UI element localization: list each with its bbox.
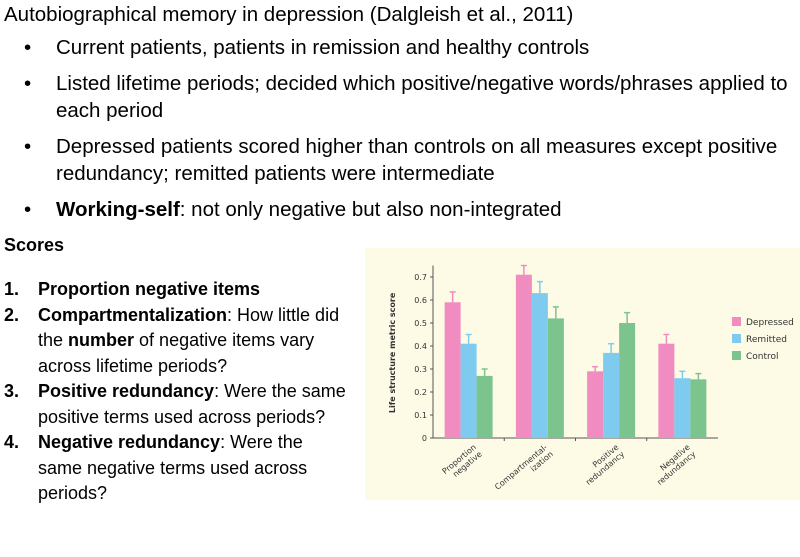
legend-label: Depressed	[746, 318, 794, 328]
item-number: 1.	[4, 279, 20, 299]
bullet-text: : not only negative but also non-integra…	[179, 198, 562, 221]
legend-label: Remitted	[746, 335, 787, 345]
bar-remitted	[531, 293, 548, 438]
y-tick-label: 0.1	[414, 411, 427, 420]
score-item: 2. Compartmentalization: How little did t…	[4, 303, 349, 380]
bar-depressed	[515, 274, 532, 438]
bar-depressed	[658, 343, 675, 438]
bullet-item: Current patients, patients in remission …	[22, 34, 797, 61]
y-tick-label: 0.6	[414, 296, 427, 305]
item-text: : Were the same negative terms used acro…	[38, 432, 308, 503]
bar-control	[547, 318, 564, 438]
item-number: 3.	[4, 381, 20, 401]
y-tick-label: 0.5	[414, 319, 427, 328]
y-axis-label: Life structure metric score	[388, 292, 397, 413]
item-bold: Negative redundancy	[38, 432, 221, 452]
item-text: of negative items vary across lifetime p…	[38, 330, 315, 376]
bullet-text: Listed lifetime periods; decided which p…	[56, 72, 788, 122]
item-bold: Compartmentalization	[38, 304, 228, 325]
legend-swatch	[732, 334, 741, 343]
bar-depressed	[444, 302, 461, 438]
bullet-text: Current patients, patients in remission …	[56, 36, 590, 59]
bar-control	[619, 323, 636, 438]
x-tick-label: Compartmental-ization	[493, 443, 555, 492]
bar-remitted	[460, 343, 477, 438]
legend-label: Control	[746, 352, 779, 362]
bullet-text: Depressed patients scored higher than co…	[56, 135, 778, 185]
item-text: : Were the same positive terms used acro…	[38, 381, 346, 427]
bar-remitted	[603, 352, 620, 438]
bar-control	[690, 379, 707, 438]
bullet-bold: Working-self	[56, 198, 180, 221]
scores-list: 1. Proportion negative items 2. Compartmen…	[4, 277, 349, 507]
legend-swatch	[732, 351, 741, 360]
y-tick-label: 0.2	[414, 388, 427, 397]
legend-swatch	[732, 317, 741, 326]
bullet-item: Listed lifetime periods; decided which p…	[22, 70, 797, 124]
item-bold: number	[68, 330, 135, 350]
slide-title: Autobiographical memory in depression (D…	[4, 3, 574, 26]
score-item: 4. Negative redundancy: Were the same neg…	[4, 430, 349, 507]
y-tick-label: 0.4	[414, 342, 427, 351]
item-number: 4.	[4, 432, 20, 452]
bar-remitted	[674, 378, 691, 438]
y-tick-label: 0	[422, 434, 427, 443]
bullet-item: Working-self: not only negative but also…	[22, 196, 797, 223]
bar-control	[476, 375, 493, 438]
scores-heading: Scores	[4, 235, 65, 255]
y-tick-label: 0.3	[414, 365, 427, 374]
item-bold: Positive redundancy	[38, 381, 215, 401]
score-item: 3. Positive redundancy: Were the same pos…	[4, 379, 349, 430]
item-bold: Proportion negative items	[38, 279, 261, 299]
bullet-item: Depressed patients scored higher than co…	[22, 133, 797, 187]
y-tick-label: 0.7	[414, 273, 427, 282]
bar-depressed	[587, 371, 604, 438]
bullet-list: Current patients, patients in remission …	[22, 34, 797, 232]
item-number: 2.	[4, 304, 20, 325]
chart-svg: 0 0.1 0.2 0.3 0.4 0.5 0.6 0.7 Life structure met…	[388, 264, 794, 492]
bar-chart: 0 0.1 0.2 0.3 0.4 0.5 0.6 0.7 Life structure met…	[365, 248, 800, 500]
score-item: 1. Proportion negative items	[4, 277, 349, 303]
item-text: : How little did the	[38, 304, 340, 351]
